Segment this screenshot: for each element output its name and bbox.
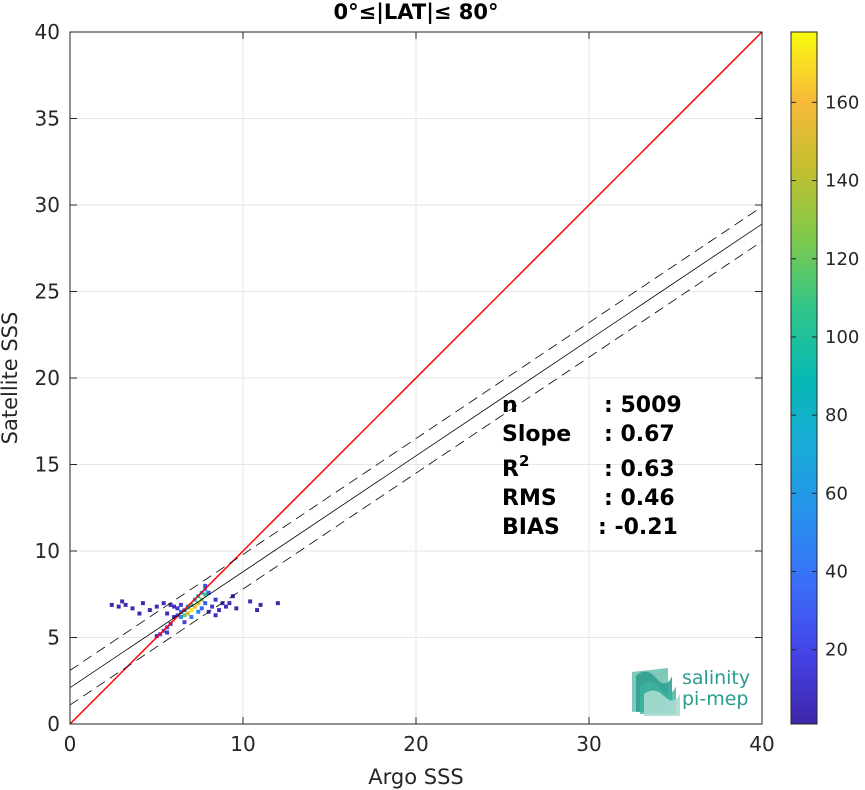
stat-label: RMS xyxy=(502,486,557,511)
stat-label-superscript: 2 xyxy=(519,452,529,470)
stat-value: : 0.63 xyxy=(604,457,675,482)
density-cell xyxy=(199,606,204,611)
density-cell xyxy=(189,615,194,619)
density-cell xyxy=(172,604,177,609)
density-cell xyxy=(189,602,194,607)
density-cell xyxy=(109,602,114,607)
stats-box: n : 5009 Slope : 0.67 R2 : 0.63 RMS : 0.46 BIAS:… xyxy=(502,393,682,540)
density-cell xyxy=(234,606,239,611)
salinity-pi-mep-logo: salinity pi-mep xyxy=(632,667,750,716)
density-cell xyxy=(227,601,232,606)
regression-lower-band xyxy=(70,240,762,706)
logo-wave-icon xyxy=(632,668,680,716)
regression-upper-band xyxy=(70,206,762,671)
density-cell xyxy=(161,601,166,606)
y-tick-label: 15 xyxy=(35,453,60,477)
density-cell xyxy=(182,613,187,618)
density-cell xyxy=(154,604,159,609)
density-cell xyxy=(140,601,145,606)
colorbar-tick-label: 100 xyxy=(825,327,859,348)
fit-lines xyxy=(70,32,762,724)
y-tick-label: 10 xyxy=(35,539,60,563)
stat-label: n xyxy=(502,393,518,418)
density-cell xyxy=(203,583,208,588)
chart-title: 0°≤|LAT|≤ 80° xyxy=(333,0,498,25)
x-axis-label: Argo SSS xyxy=(368,765,463,789)
density-cell xyxy=(130,606,135,611)
x-tick-label: 30 xyxy=(576,732,601,756)
density-cell xyxy=(192,604,197,609)
density-cell xyxy=(178,609,183,614)
x-tick-label: 40 xyxy=(749,732,774,756)
density-cell xyxy=(275,601,280,606)
colorbar-tick-label: 160 xyxy=(825,92,859,113)
density-cell xyxy=(213,597,218,602)
x-tick-label: 10 xyxy=(230,732,255,756)
colorbar-tick-label: 120 xyxy=(825,249,859,270)
x-tick-label: 20 xyxy=(403,732,428,756)
stat-label: Slope xyxy=(502,422,571,447)
density-cell xyxy=(248,599,253,604)
density-cell xyxy=(223,604,228,609)
regression-line xyxy=(70,223,762,689)
density-cell xyxy=(196,609,201,614)
density-cell xyxy=(120,599,125,604)
density-cell xyxy=(255,608,260,613)
density-cell xyxy=(165,630,170,635)
density-cell xyxy=(123,602,128,607)
density-cell xyxy=(185,611,190,616)
density-cell xyxy=(172,615,177,619)
stat-label: BIAS xyxy=(502,515,560,540)
y-tick-label: 5 xyxy=(47,626,60,650)
colorbar-tick-label: 80 xyxy=(825,405,848,426)
density-cell xyxy=(213,613,218,618)
stat-value: : -0.21 xyxy=(598,515,678,540)
colorbar-tick-label: 20 xyxy=(825,640,848,661)
density-cell xyxy=(147,608,152,613)
stat-value: : 5009 xyxy=(604,393,682,418)
logo-text-line1: salinity xyxy=(682,667,750,689)
y-tick-label: 35 xyxy=(35,107,60,131)
colorbar-tick-label: 60 xyxy=(825,483,848,504)
colorbar-tick-label: 140 xyxy=(825,171,859,192)
density-cell xyxy=(189,608,194,613)
stat-value: : 0.46 xyxy=(604,486,675,511)
density-cell xyxy=(203,601,208,606)
density-cells xyxy=(109,583,280,638)
density-cell xyxy=(116,604,121,609)
colorbar-ticks: 20 40 60 80 100 120 140 160 xyxy=(791,92,859,661)
colorbar xyxy=(790,31,818,725)
stat-value: : 0.67 xyxy=(604,422,675,447)
y-tick-label: 0 xyxy=(47,712,60,736)
density-cell xyxy=(154,634,159,638)
colorbar-tick-label: 40 xyxy=(825,562,848,583)
density-cell xyxy=(178,602,183,607)
density-cell xyxy=(175,606,180,611)
y-tick-label: 20 xyxy=(35,366,60,390)
density-cell xyxy=(203,592,208,597)
density-cell xyxy=(182,620,187,625)
density-cell xyxy=(165,611,170,616)
density-cell xyxy=(206,590,211,595)
density-cell xyxy=(168,602,173,607)
y-tick-label: 30 xyxy=(35,193,60,217)
density-cell xyxy=(210,604,215,609)
density-cell xyxy=(196,601,201,606)
density-cell xyxy=(178,615,183,619)
stat-label: R2 xyxy=(502,452,529,482)
logo-text-line2: pi-mep xyxy=(682,688,748,710)
density-cell xyxy=(137,611,142,616)
y-tick-label: 25 xyxy=(35,280,60,304)
y-tick-label: 40 xyxy=(35,20,60,44)
y-axis-label: Satellite SSS xyxy=(0,312,22,445)
axis-ticks: 0 10 20 30 40 0 5 10 15 20 25 30 35 40 xyxy=(35,20,775,756)
x-tick-label: 0 xyxy=(64,732,77,756)
density-cell xyxy=(258,602,263,607)
identity-line xyxy=(70,32,762,724)
density-cell xyxy=(217,608,222,613)
